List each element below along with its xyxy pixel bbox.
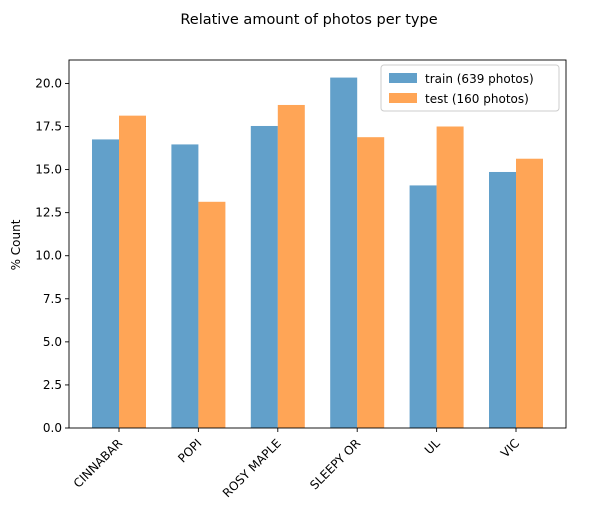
bar-train-popi bbox=[171, 144, 199, 428]
legend-box bbox=[380, 64, 560, 112]
axes-frame bbox=[68, 59, 567, 429]
series-test bbox=[119, 104, 543, 429]
y-tick-label: 0.0 bbox=[43, 421, 62, 435]
x-tick-label: POPI bbox=[175, 436, 204, 465]
x-tick-label: SLEEPY OR bbox=[307, 436, 363, 492]
legend-label-test: test (160 photos) bbox=[425, 92, 529, 106]
y-tick-label: 17.5 bbox=[35, 120, 62, 134]
y-tick-label: 10.0 bbox=[35, 249, 62, 263]
bar-test-vic bbox=[516, 158, 543, 428]
x-axis: CINNABAR POPI ROSY MAPLE SLEEPY OR UL VIC bbox=[71, 428, 522, 500]
y-tick-label: 15.0 bbox=[35, 163, 62, 177]
bar-test-cinnabar bbox=[119, 115, 146, 428]
bar-test-rosy-maple bbox=[277, 104, 305, 428]
y-tick-label: 5.0 bbox=[43, 335, 62, 349]
legend-label-train: train (639 photos) bbox=[425, 72, 534, 86]
x-tick-label: ROSY MAPLE bbox=[220, 436, 284, 500]
bar-train-cinnabar bbox=[92, 139, 119, 428]
y-tick-label: 2.5 bbox=[43, 378, 62, 392]
bar-test-popi bbox=[198, 201, 226, 428]
y-tick-label: 7.5 bbox=[43, 292, 62, 306]
plot-area bbox=[68, 59, 567, 429]
x-tick-label: CINNABAR bbox=[71, 436, 125, 490]
bar-train-rosy-maple bbox=[250, 125, 278, 428]
x-tick-label: UL bbox=[422, 436, 443, 457]
bar-test-ul bbox=[436, 126, 464, 429]
y-axis: 0.0 2.5 5.0 7.5 10.0 12.5 15.0 17.5 20.0 bbox=[35, 76, 69, 435]
x-tick-label: VIC bbox=[498, 436, 522, 460]
y-tick-label: 20.0 bbox=[35, 76, 62, 90]
chart-title: Relative amount of photos per type bbox=[180, 12, 437, 28]
bar-train-ul bbox=[409, 185, 437, 428]
y-tick-label: 12.5 bbox=[35, 206, 62, 220]
bar-train-vic bbox=[489, 171, 516, 428]
series-train bbox=[92, 77, 516, 429]
legend-swatch-test bbox=[389, 93, 417, 103]
bar-test-sleepy-or bbox=[357, 137, 385, 428]
legend: train (639 photos) test (160 photos) bbox=[380, 64, 560, 112]
y-axis-title: % Count bbox=[9, 219, 23, 270]
bar-train-sleepy-or bbox=[330, 77, 358, 429]
legend-swatch-train bbox=[389, 73, 417, 83]
